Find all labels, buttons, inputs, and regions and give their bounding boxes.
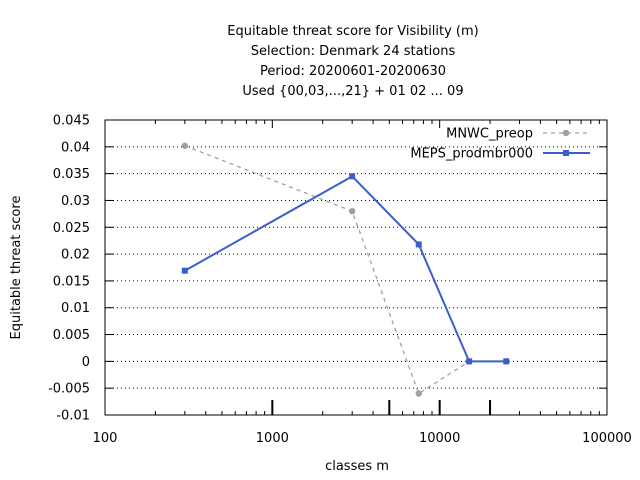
y-tick-label: 0.04 <box>61 140 90 155</box>
y-tick-label: -0.01 <box>56 409 90 424</box>
y-tick-label: 0.005 <box>53 328 90 343</box>
series <box>181 142 510 397</box>
chart-title-line: Used {00,03,...,21} + 01 02 ... 09 <box>242 84 463 99</box>
data-point <box>503 358 510 365</box>
y-axis: -0.01 -0.005 0 0.005 0.01 0.015 0.02 0.025 0.03 0… <box>48 114 607 424</box>
y-tick-label: -0.005 <box>48 382 90 397</box>
x-tick-label: 100000 <box>582 431 632 446</box>
chart-title-line: Equitable threat score for Visibility (m… <box>227 24 478 39</box>
x-tick-label: 10000 <box>419 431 460 446</box>
legend: MNWC_preop MEPS_prodmbr000 <box>410 127 590 162</box>
y-tick-label: 0.02 <box>61 248 90 263</box>
legend-label: MNWC_preop <box>446 127 533 142</box>
series-line <box>184 145 507 395</box>
y-axis-label: Equitable threat score <box>9 196 24 340</box>
x-tick-label: 1000 <box>256 431 289 446</box>
y-tick-label: 0.025 <box>53 221 90 236</box>
class-markers <box>271 400 492 415</box>
data-point <box>181 267 188 274</box>
data-point <box>415 390 422 397</box>
y-tick-label: 0.045 <box>53 114 90 129</box>
y-tick-label: 0 <box>82 355 90 370</box>
data-point <box>466 358 473 365</box>
grid-lines <box>105 146 607 389</box>
x-axis-label: classes m <box>325 459 389 474</box>
y-tick-label: 0.015 <box>53 274 90 289</box>
series-line <box>184 175 507 363</box>
x-tick-label: 100 <box>93 431 118 446</box>
legend-marker <box>563 150 569 156</box>
chart-title-line: Selection: Denmark 24 stations <box>251 44 456 59</box>
y-tick-label: 0.01 <box>61 301 90 316</box>
y-tick-label: 0.03 <box>61 194 90 209</box>
y-tick-label: 0.035 <box>53 167 90 182</box>
x-axis: 100 1000 10000 100000 <box>93 120 632 446</box>
plot-frame <box>104 119 608 416</box>
data-point <box>181 142 189 149</box>
legend-label: MEPS_prodmbr000 <box>410 147 533 162</box>
legend-marker <box>562 129 570 137</box>
chart-title-line: Period: 20200601-20200630 <box>260 64 446 79</box>
data-point <box>348 207 356 215</box>
data-point <box>349 173 356 180</box>
chart-title: Equitable threat score for Visibility (m… <box>227 24 478 99</box>
data-point <box>415 241 422 248</box>
